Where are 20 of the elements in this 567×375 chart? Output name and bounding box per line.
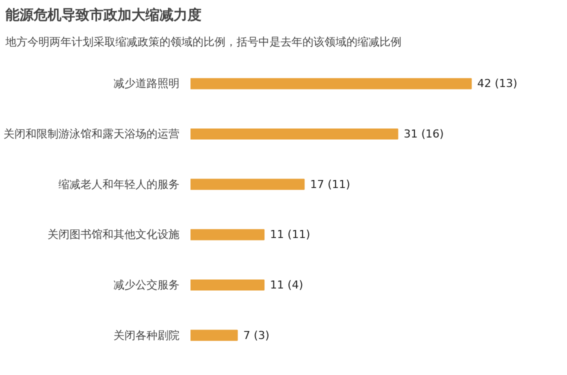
y-tick-label: 关闭图书馆和其他文化设施 xyxy=(48,228,180,242)
y-tick-label: 关闭各种剧院 xyxy=(114,328,180,342)
bar xyxy=(190,128,398,140)
y-tick-label: 减少道路照明 xyxy=(114,77,180,90)
data-label: 31 (16) xyxy=(404,128,444,141)
chart-subtitle: 地方今明两年计划采取缩减政策的领域的比例，括号中是去年的该领域的缩减比例 xyxy=(4,36,402,48)
chart-title: 能源危机导致市政加大缩减力度 xyxy=(6,6,202,24)
bar xyxy=(190,178,305,190)
data-label: 11 (11) xyxy=(270,228,310,242)
y-tick-label: 减少公交服务 xyxy=(114,278,180,292)
bar xyxy=(190,279,265,291)
y-tick-label: 缩减老人和年轻人的服务 xyxy=(58,178,180,191)
bar xyxy=(190,78,472,90)
y-tick-label: 关闭和限制游泳馆和露天浴场的运营 xyxy=(4,128,180,141)
data-label: 11 (4) xyxy=(270,278,304,292)
data-label: 7 (3) xyxy=(243,328,270,342)
bar xyxy=(190,330,238,341)
bar xyxy=(190,229,265,240)
data-label: 42 (13) xyxy=(477,77,518,90)
data-label: 17 (11) xyxy=(310,178,350,191)
